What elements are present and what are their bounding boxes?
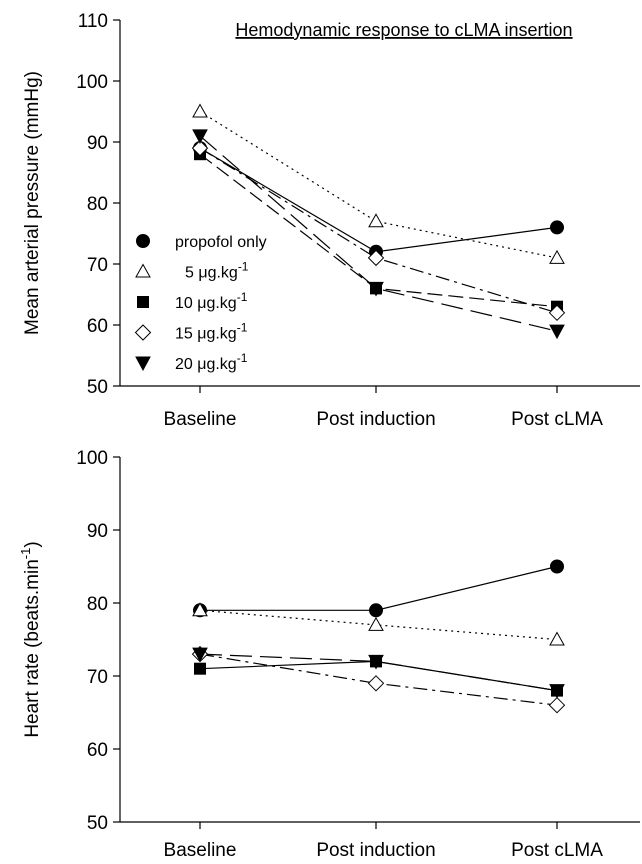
y-axis-title: Heart rate (beats.min-1) [18, 541, 43, 737]
data-point-s2-3 [549, 631, 565, 646]
chart-panel-1: 50 60 70 80 90 100 110 Baseline Post induction Po… [22, 11, 640, 430]
x-tick-label: Post cLMA [511, 840, 603, 859]
y-tick-label: 80 [87, 594, 108, 615]
series-line-5 [199, 135, 558, 332]
data-point-s2-2 [368, 616, 384, 631]
legend-marker-1 [136, 234, 150, 248]
data-point-s4-1 [191, 139, 209, 157]
series-line-2 [199, 110, 558, 259]
series-line-1 [200, 565, 558, 611]
y-tick-label: 50 [87, 813, 108, 834]
data-point-s5-2 [368, 281, 384, 297]
y-tick-label: 100 [76, 448, 108, 469]
chart-panel-2: 50 60 70 80 90 100 Baseline Post induction Post … [18, 448, 640, 861]
data-point-s1-2 [369, 603, 383, 618]
chart-title: Hemodynamic response to cLMA insertion [235, 20, 572, 40]
data-point-s2-1 [192, 103, 208, 118]
y-tick-label: 100 [76, 72, 108, 93]
x-tick-label: Post induction [316, 409, 435, 430]
data-point-s3-1 [194, 662, 206, 675]
y-tick-label: 80 [87, 194, 108, 215]
data-point-s1-3 [550, 220, 564, 235]
legend-marker-4 [134, 324, 152, 341]
legend-label-2: 5 μg.kg-1 [185, 260, 249, 282]
data-point-s4-3 [548, 304, 566, 322]
data-point-s2-1 [192, 602, 208, 617]
data-point-s5-2 [368, 654, 384, 670]
x-tick-label: Baseline [164, 409, 237, 430]
data-point-s4-2 [367, 249, 385, 267]
y-tick-label: 90 [87, 133, 108, 154]
y-tick-label: 50 [87, 377, 108, 398]
data-point-s5-1 [192, 129, 208, 144]
legend-label-5: 20 μg.kg-1 [175, 351, 248, 373]
x-tick-label: Post cLMA [511, 409, 603, 430]
y-tick-label: 60 [87, 316, 108, 337]
data-point-s5-3 [549, 324, 565, 340]
y-tick-label: 110 [78, 11, 108, 32]
data-point-s4-3 [548, 696, 566, 714]
series-line-4 [199, 653, 558, 706]
y-tick-label: 90 [87, 521, 108, 542]
data-point-s1-3 [550, 559, 564, 574]
legend-marker-3 [137, 296, 149, 308]
data-point-s2-3 [549, 249, 565, 264]
x-tick-label: Baseline [164, 840, 237, 859]
y-tick-label: 60 [87, 740, 108, 761]
data-point-s2-2 [368, 213, 384, 228]
y-tick-label: 70 [87, 255, 108, 276]
series-line-4 [199, 147, 558, 314]
legend-label-3: 10 μg.kg-1 [175, 290, 248, 312]
legend-marker-2 [135, 263, 151, 278]
legend-label-1: propofol only [175, 234, 267, 251]
legend-label-4: 15 μg.kg-1 [175, 321, 248, 343]
data-point-s4-2 [367, 675, 385, 692]
legend-marker-5 [135, 356, 151, 372]
data-point-s5-1 [192, 647, 208, 663]
y-tick-label: 70 [87, 667, 108, 688]
data-point-s5-3 [549, 684, 565, 699]
x-tick-label: Post induction [316, 840, 435, 859]
y-axis-title: Mean arterial pressure (mmHg) [22, 71, 43, 335]
